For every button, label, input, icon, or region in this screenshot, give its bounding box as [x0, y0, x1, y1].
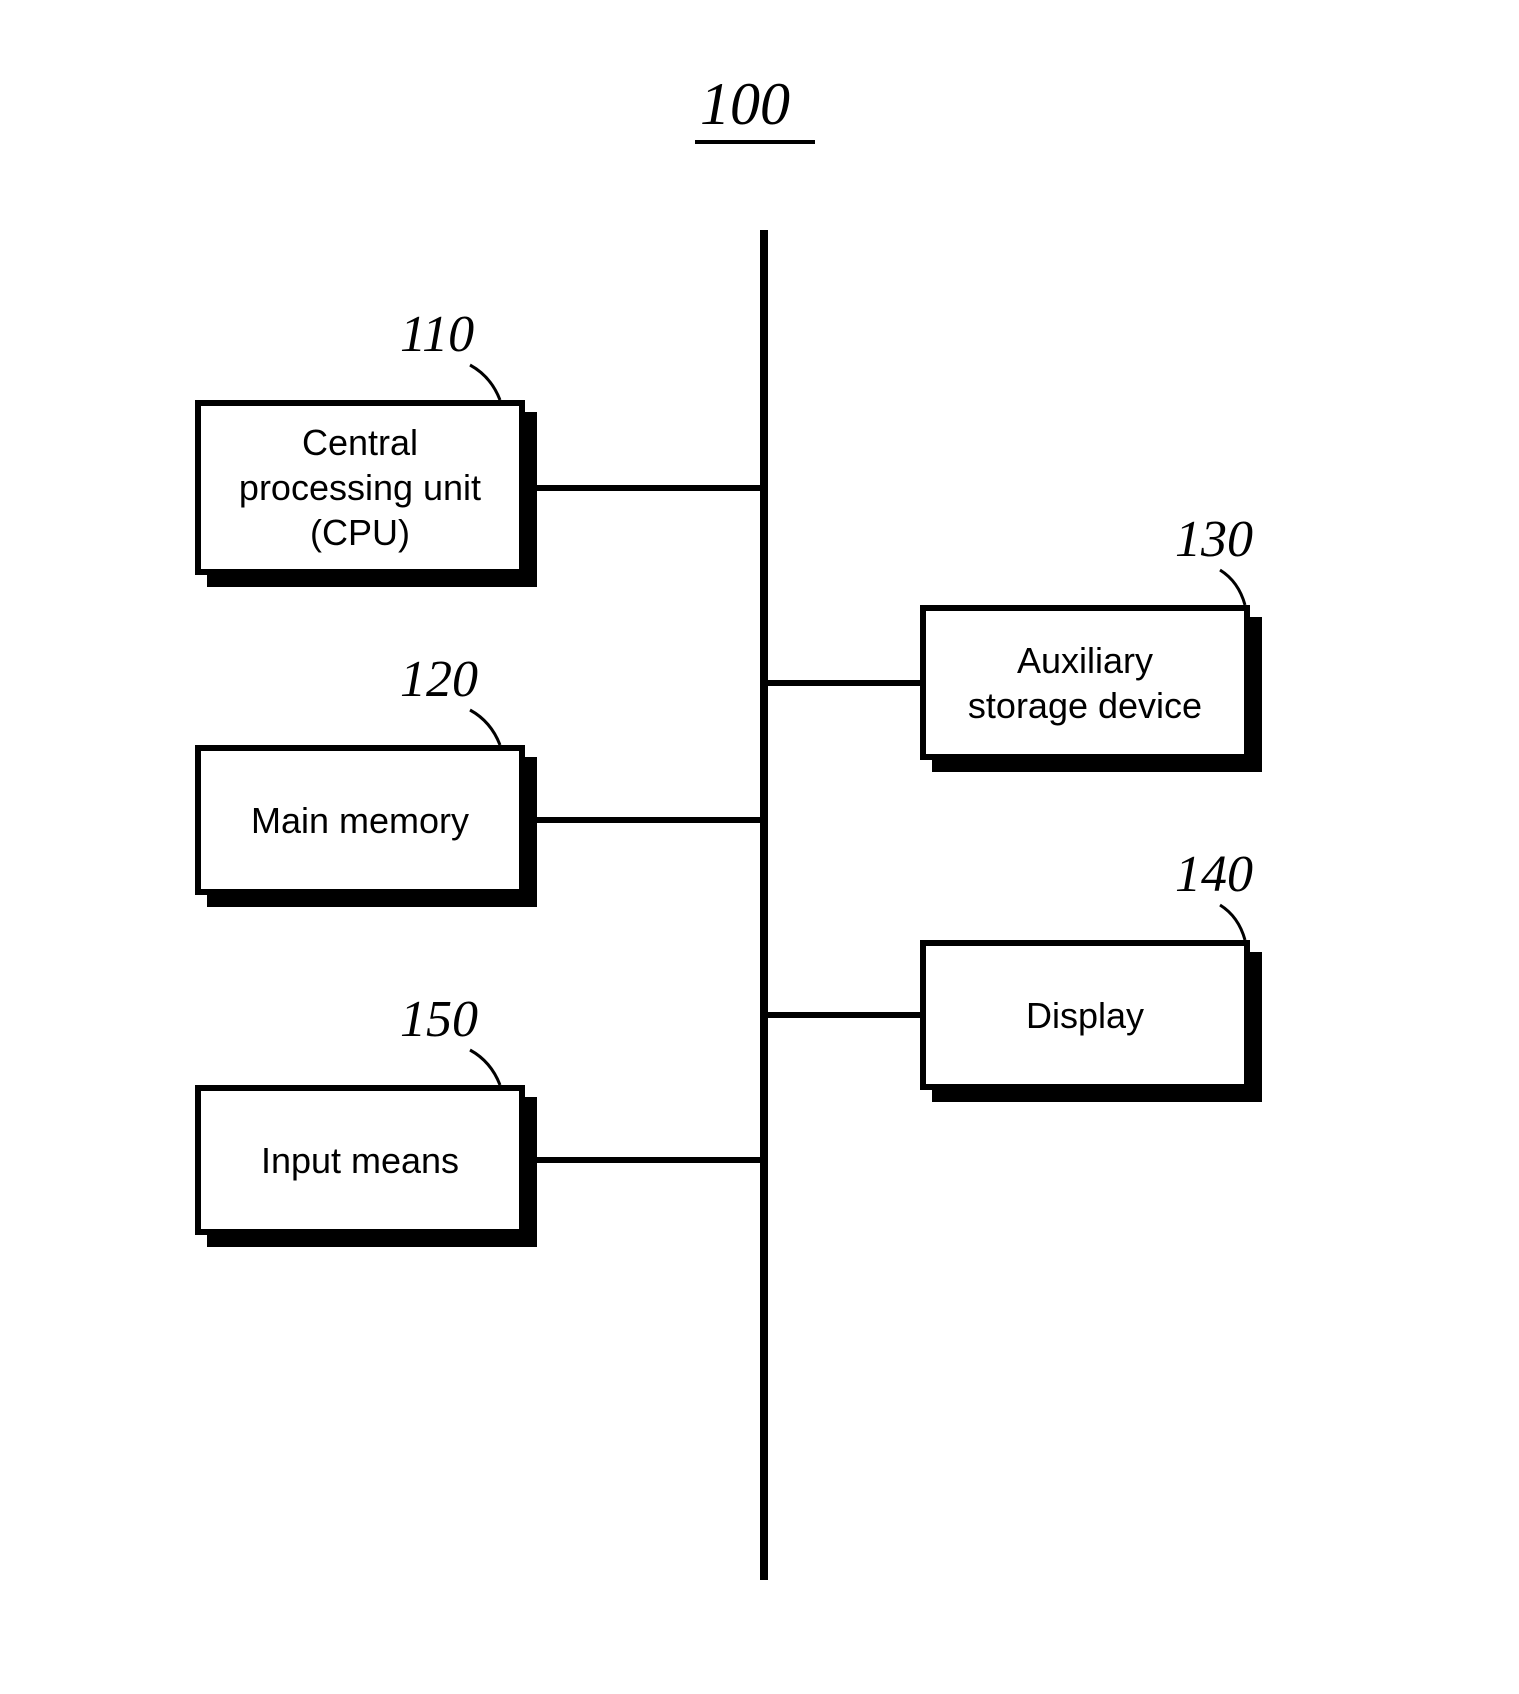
aux-storage-ref-label: 130: [1175, 510, 1253, 569]
display-connector: [768, 1012, 920, 1018]
aux-storage-label: Auxiliarystorage device: [968, 638, 1202, 728]
input-means-ref-label: 150: [400, 990, 478, 1049]
input-means-block: Input means: [195, 1085, 525, 1235]
input-means-lead-line: [466, 1046, 504, 1089]
display-label: Display: [1026, 993, 1144, 1038]
diagram-title: 100: [700, 70, 790, 139]
aux-storage-block: Auxiliarystorage device: [920, 605, 1250, 760]
cpu-label: Centralprocessing unit(CPU): [239, 420, 481, 555]
input-means-label: Input means: [261, 1138, 459, 1183]
cpu-lead-line: [466, 361, 504, 404]
input-means-connector: [525, 1157, 760, 1163]
display-ref-label: 140: [1175, 845, 1253, 904]
diagram-title-underline: [695, 140, 815, 144]
aux-storage-lead-line: [1216, 566, 1249, 609]
cpu-ref-label: 110: [400, 305, 474, 364]
main-memory-label: Main memory: [251, 798, 469, 843]
main-memory-lead-line: [466, 706, 504, 749]
main-memory-connector: [525, 817, 760, 823]
main-memory-block: Main memory: [195, 745, 525, 895]
aux-storage-connector: [768, 680, 920, 686]
main-memory-ref-label: 120: [400, 650, 478, 709]
bus-line: [760, 230, 768, 1580]
display-lead-line: [1216, 901, 1249, 944]
display-block: Display: [920, 940, 1250, 1090]
diagram-canvas: 100 Centralprocessing unit(CPU) 110 Main m…: [0, 0, 1519, 1694]
cpu-connector: [525, 485, 760, 491]
cpu-block: Centralprocessing unit(CPU): [195, 400, 525, 575]
